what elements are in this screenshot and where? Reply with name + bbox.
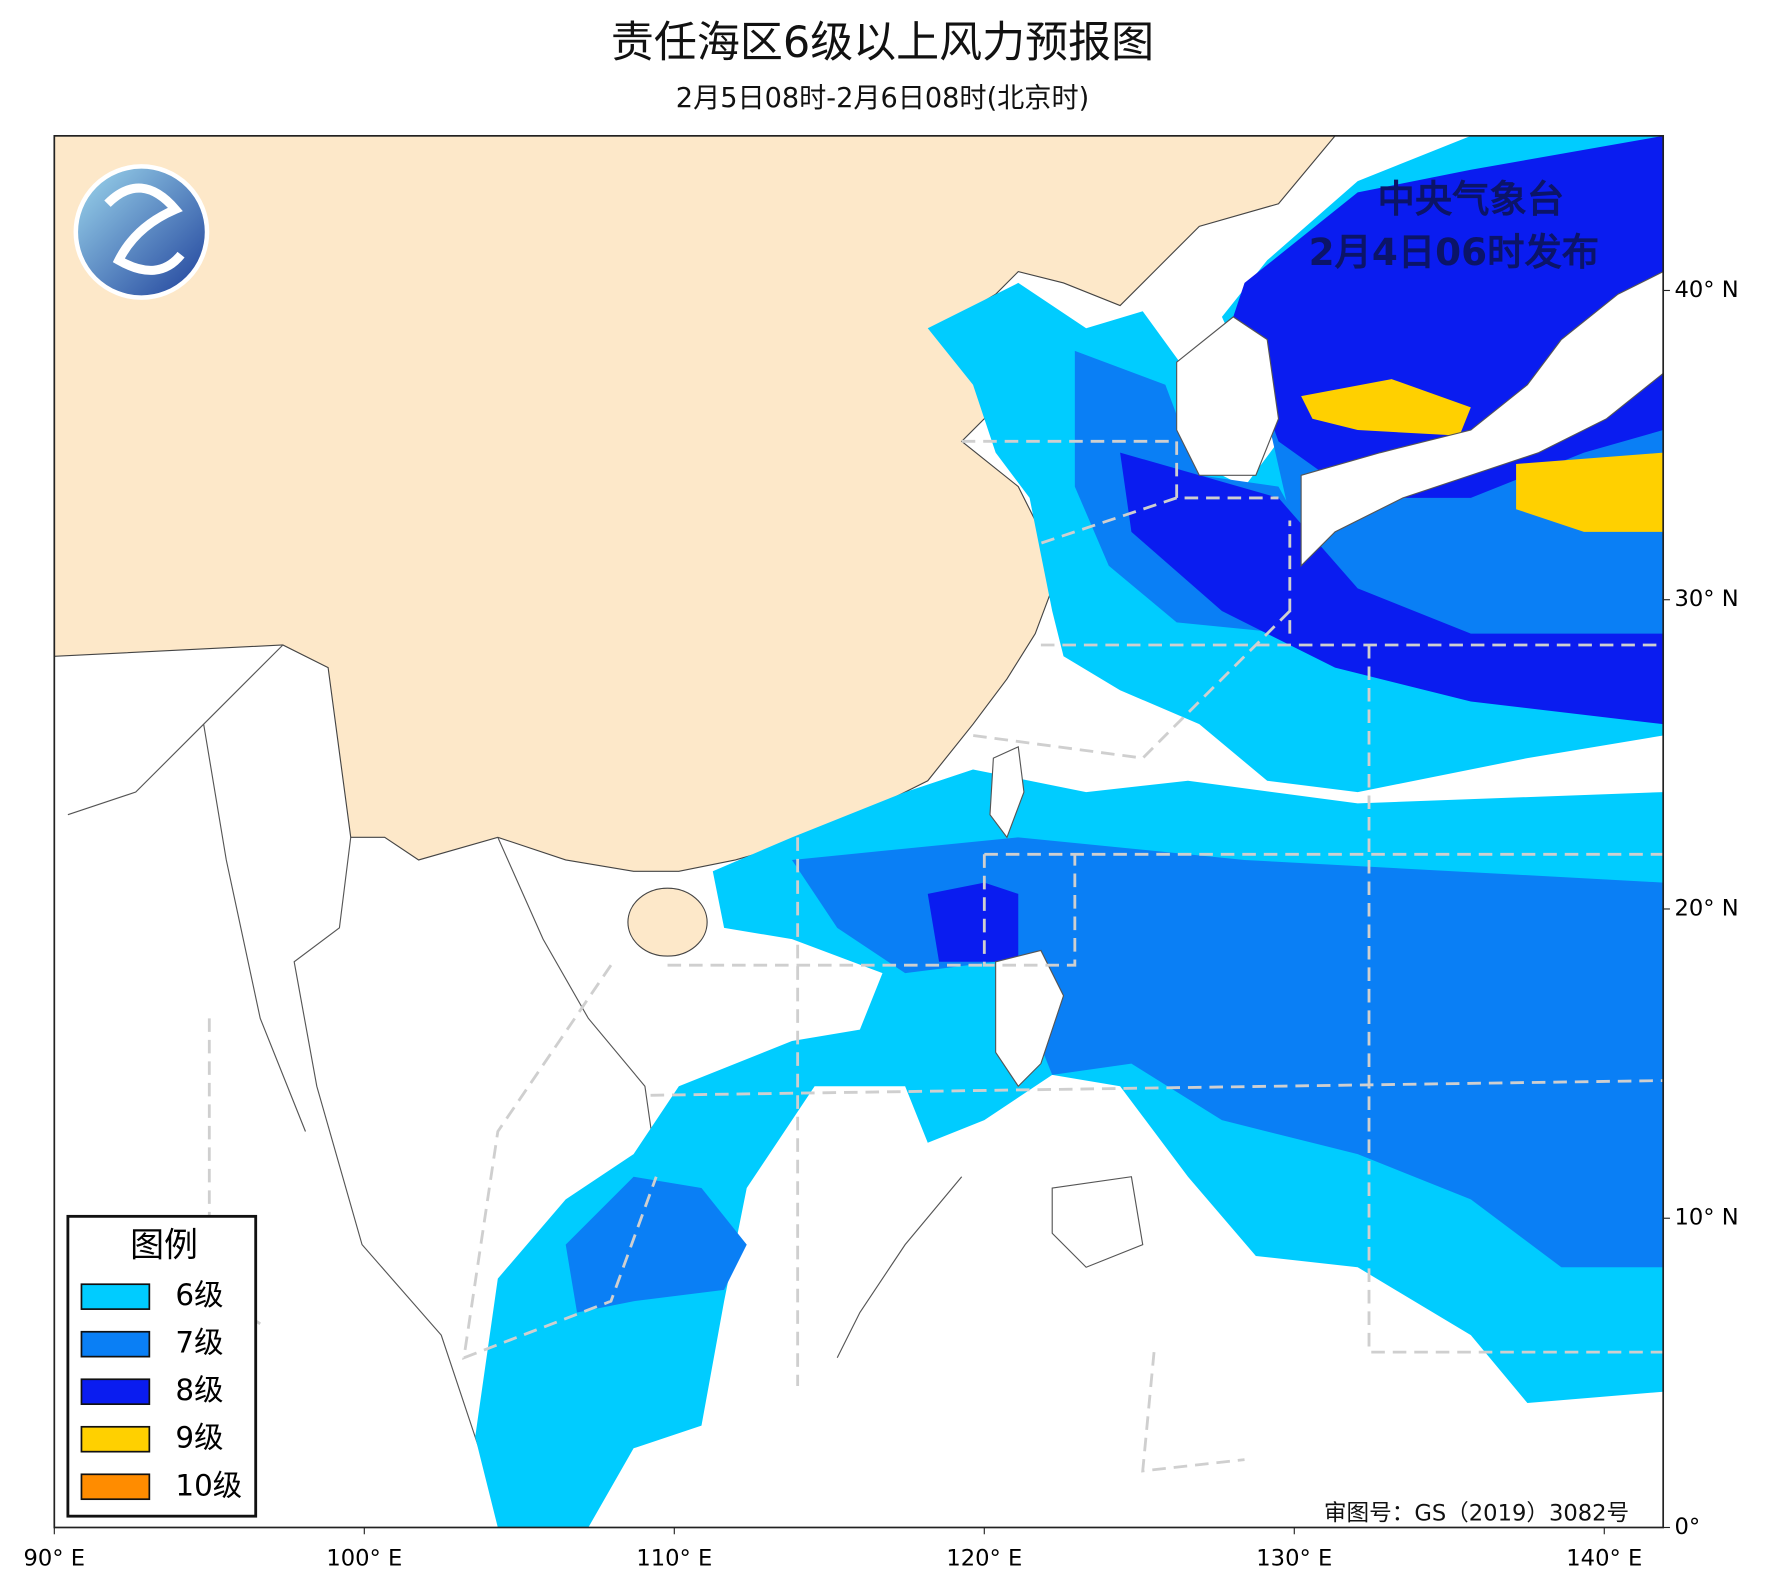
approval-number: 审图号：GS（2019）3082号 xyxy=(1324,1500,1629,1526)
logo-mark xyxy=(104,183,185,275)
x-tick-label: 120° E xyxy=(946,1546,1022,1572)
wind-area-8 xyxy=(927,882,1019,962)
y-tick-label: 10° N xyxy=(1674,1205,1738,1231)
wind-area-7 xyxy=(565,1176,747,1313)
y-tick-label: 40° N xyxy=(1674,277,1738,303)
legend-swatch xyxy=(80,1283,151,1310)
legend-title: 图例 xyxy=(130,1225,198,1265)
wind-area-9 xyxy=(1301,379,1471,436)
wind-area-8 xyxy=(1120,452,1664,725)
x-tick-label: 110° E xyxy=(636,1546,712,1572)
legend-label: 6级 xyxy=(175,1278,223,1312)
map-frame xyxy=(53,134,1665,1529)
legend-swatch xyxy=(80,1330,151,1358)
subtitle: 2月5日08时-2月6日08时(北京时) xyxy=(676,83,1089,114)
korea xyxy=(1176,316,1280,476)
issue-time: 2月4日06时发布 xyxy=(1309,230,1600,274)
x-tick-label: 90° E xyxy=(24,1546,86,1572)
x-tick-label: 130° E xyxy=(1256,1546,1332,1572)
y-tick-label: 20° N xyxy=(1674,895,1738,921)
wind-area-9 xyxy=(1516,452,1664,532)
hainan xyxy=(627,887,708,957)
legend-label: 9级 xyxy=(175,1421,223,1455)
map-body xyxy=(54,135,1664,1528)
china-land xyxy=(54,135,1336,872)
taiwan xyxy=(989,745,1025,839)
legend-swatch xyxy=(80,1425,151,1453)
legend: 图例 6级 7级 8级 9级 10级 xyxy=(66,1214,258,1518)
issuer-agency: 中央气象台 xyxy=(1378,177,1565,221)
legend-box xyxy=(66,1214,258,1518)
axes: 90° E 100° E 110° E 120° E 130° E 140° E 0° 10°… xyxy=(24,277,1739,1572)
japan xyxy=(1300,270,1664,568)
issuer: 中央气象台 2月4日06时发布 xyxy=(1309,177,1600,274)
legend-label: 10级 xyxy=(175,1468,242,1502)
title: 责任海区6级以上风力预报图 xyxy=(611,18,1154,68)
legend-swatch xyxy=(80,1473,151,1501)
legend-label: 7级 xyxy=(175,1326,223,1360)
legend-swatch xyxy=(80,1378,151,1406)
x-tick-label: 100° E xyxy=(326,1546,402,1572)
y-tick-label: 30° N xyxy=(1674,586,1738,612)
legend-label: 8级 xyxy=(175,1373,223,1407)
philippines xyxy=(836,949,1144,1359)
y-tick-label: 0° xyxy=(1674,1514,1700,1540)
southeast-asia-borders xyxy=(67,644,657,1517)
x-tick-label: 140° E xyxy=(1566,1546,1642,1572)
